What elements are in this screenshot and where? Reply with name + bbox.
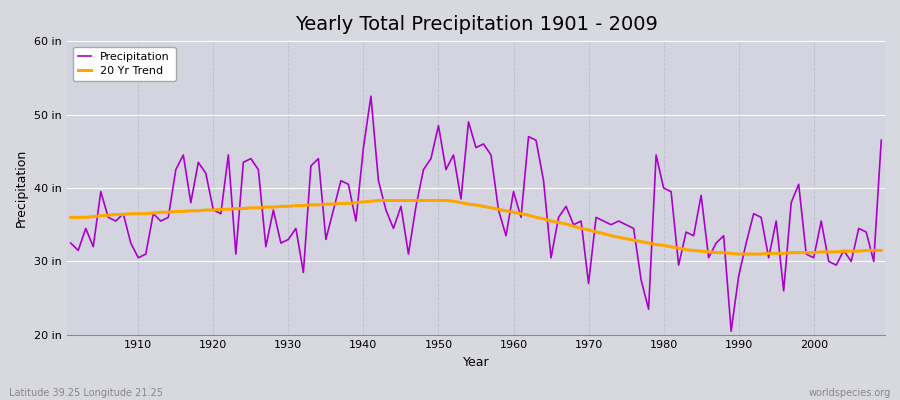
Precipitation — [606, 222, 616, 227]
Precipitation — [876, 138, 886, 143]
Precipitation — [365, 94, 376, 98]
Precipitation — [336, 178, 346, 183]
20 Yr Trend — [125, 211, 136, 216]
20 Yr Trend — [291, 203, 302, 208]
20 Yr Trend — [508, 210, 519, 215]
Precipitation — [66, 241, 77, 246]
20 Yr Trend — [373, 198, 383, 203]
Text: worldspecies.org: worldspecies.org — [809, 388, 891, 398]
20 Yr Trend — [66, 215, 77, 220]
Text: Latitude 39.25 Longitude 21.25: Latitude 39.25 Longitude 21.25 — [9, 388, 163, 398]
20 Yr Trend — [516, 211, 526, 216]
Title: Yearly Total Precipitation 1901 - 2009: Yearly Total Precipitation 1901 - 2009 — [294, 15, 657, 34]
Line: 20 Yr Trend: 20 Yr Trend — [71, 200, 881, 254]
Precipitation — [508, 189, 519, 194]
Y-axis label: Precipitation: Precipitation — [15, 149, 28, 227]
20 Yr Trend — [336, 201, 346, 206]
Precipitation — [516, 215, 526, 220]
Precipitation — [125, 241, 136, 246]
20 Yr Trend — [734, 252, 744, 256]
Line: Precipitation: Precipitation — [71, 96, 881, 331]
20 Yr Trend — [606, 233, 616, 238]
Legend: Precipitation, 20 Yr Trend: Precipitation, 20 Yr Trend — [73, 47, 176, 81]
Precipitation — [725, 329, 736, 334]
X-axis label: Year: Year — [463, 356, 490, 369]
Precipitation — [291, 226, 302, 231]
20 Yr Trend — [876, 248, 886, 253]
